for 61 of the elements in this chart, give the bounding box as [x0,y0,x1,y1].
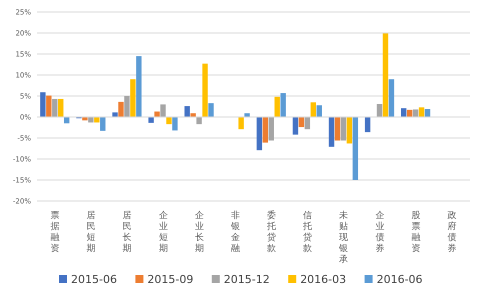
bar [412,109,418,117]
bar [268,117,274,141]
bar [310,102,316,117]
x-tick-label: 企业长期 [194,210,204,254]
bar [304,117,310,130]
bar [244,113,250,117]
bar [382,33,388,117]
bar [400,108,406,117]
legend-label: 2016-03 [300,273,346,286]
bar [316,105,322,117]
bar [292,117,298,135]
bar [100,117,106,131]
bar [388,79,394,117]
bar [130,79,136,117]
bar [82,117,88,120]
x-tick-label: 企业短期 [158,210,168,254]
bar [46,96,52,117]
bar [298,117,304,128]
bar [280,93,286,117]
x-tick-label: 居民短期 [86,210,96,254]
x-tick-label: 票据融资 [50,211,60,254]
legend-label: 2015-09 [147,273,194,286]
x-tick-label: 非银金融 [230,210,240,254]
bar [202,64,208,117]
bar [40,92,46,117]
legend-label: 2016-06 [376,273,423,286]
legend-label: 2015-06 [71,273,117,286]
bar [208,103,214,117]
bar [346,117,352,144]
bar [52,98,58,117]
bar [334,117,340,141]
bar [124,96,130,117]
bar [352,117,358,180]
x-tick-label: 企业债券 [375,210,384,254]
bar [364,117,370,132]
bar [406,110,412,117]
bar [94,117,100,122]
x-tick-label: 信托贷款 [302,210,312,254]
bar [190,113,196,117]
bar [418,107,424,117]
bar [136,56,142,117]
bar [328,117,334,147]
x-tick-label: 居民长期 [122,210,132,254]
bar [184,106,190,117]
bar [64,117,70,124]
bar [148,117,154,123]
x-tick-label: 未贴现银承 [338,210,348,265]
legend-label: 2015-12 [224,273,270,286]
bar [274,96,280,117]
x-tick-label: 股票融资 [411,210,420,254]
bar [262,117,268,143]
bar [58,98,64,117]
x-tick-label: 政府债券 [447,210,456,254]
bar [196,117,202,124]
bar [172,117,178,130]
bar [154,112,160,117]
bar [88,117,94,122]
bar [340,117,346,141]
bar [256,117,262,150]
x-tick-label: 委托贷款 [266,210,276,254]
bar [238,117,244,130]
